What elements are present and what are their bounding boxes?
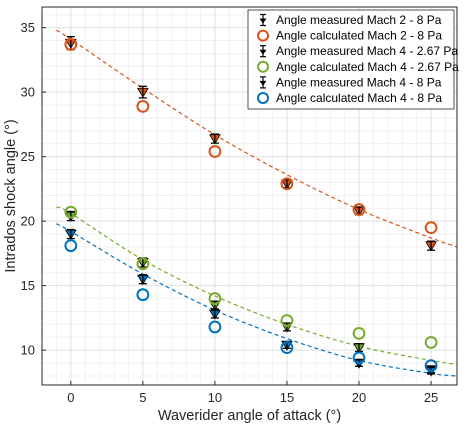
y-axis-label: Intrados shock angle (°) <box>3 119 19 272</box>
legend: Angle measured Mach 2 - 8 Pa Angle calcul… <box>247 9 459 110</box>
axes-frame <box>41 6 458 386</box>
legend-label: Angle calculated Mach 2 - 8 Pa <box>276 29 442 43</box>
calculated-point <box>136 257 150 271</box>
x-tick-label: 15 <box>280 390 294 405</box>
legend-entry: Angle measured Mach 4 - 8 Pa <box>259 75 442 89</box>
legend-label: Angle calculated Mach 4 - 8 Pa <box>276 91 442 105</box>
series-calculated <box>64 205 438 349</box>
fit-curve <box>56 29 457 248</box>
series-measured <box>64 36 437 252</box>
error-bar <box>66 228 75 240</box>
x-tick-label: 10 <box>208 390 222 405</box>
legend-entry: Angle measured Mach 4 - 2.67 Pa <box>259 44 458 58</box>
legend-box <box>247 9 455 110</box>
tick-labels: 0 5 10 15 20 25 10 15 20 25 30 35 <box>21 20 439 405</box>
fit-curve <box>56 206 457 365</box>
calculated-point <box>424 359 438 373</box>
calculated-point <box>208 145 222 158</box>
series-calculated <box>64 239 438 373</box>
x-tick-label: 0 <box>67 390 74 405</box>
calculated-point <box>280 314 294 327</box>
error-bar <box>210 133 219 144</box>
legend-label: Angle calculated Mach 4 - 2.67 Pa <box>276 60 459 74</box>
x-tick-label: 5 <box>139 390 146 405</box>
x-tick-label: 20 <box>352 390 366 405</box>
calculated-point <box>352 326 366 340</box>
calculated-point <box>352 203 366 216</box>
legend-label: Angle measured Mach 4 - 8 Pa <box>276 75 442 89</box>
error-bar <box>210 309 219 319</box>
y-tick-label: 10 <box>21 343 35 358</box>
y-tick-label: 15 <box>21 278 35 293</box>
calculated-point <box>136 288 150 302</box>
calculated-point <box>64 239 78 253</box>
legend-label: Angle measured Mach 4 - 2.67 Pa <box>276 44 458 58</box>
legend-label: Angle measured Mach 2 - 8 Pa <box>276 13 442 27</box>
series-calculated <box>64 38 438 235</box>
legend-entry: Angle measured Mach 2 - 8 Pa <box>259 13 442 27</box>
error-bar <box>355 343 364 353</box>
y-tick-label: 35 <box>21 20 35 35</box>
calculated-point <box>208 320 222 334</box>
error-bar <box>210 300 219 310</box>
legend-entry: Angle calculated Mach 4 - 8 Pa <box>257 91 442 105</box>
calculated-point <box>280 341 294 354</box>
error-bar <box>282 322 291 332</box>
legend-marker-calculated <box>257 29 269 42</box>
calculated-point <box>280 177 294 191</box>
legend-marker-calculated <box>257 92 269 104</box>
fit-curve <box>56 223 457 377</box>
legend-entry: Angle calculated Mach 2 - 8 Pa <box>257 29 442 43</box>
error-bar <box>138 85 147 99</box>
calculated-point <box>136 99 150 113</box>
calculated-point <box>64 205 78 219</box>
calculated-point <box>424 336 438 349</box>
calculated-point <box>352 351 366 365</box>
calculated-point <box>208 292 222 305</box>
legend-marker-calculated <box>257 60 269 73</box>
legend-entry: Angle calculated Mach 4 - 2.67 Pa <box>257 60 459 74</box>
y-tick-label: 20 <box>21 214 35 229</box>
error-bar <box>427 240 436 251</box>
error-bar <box>138 274 147 285</box>
calculated-point <box>424 221 438 235</box>
error-bar <box>66 210 75 222</box>
y-tick-label: 25 <box>21 149 35 164</box>
x-axis-label: Waverider angle of attack (°) <box>158 408 341 424</box>
y-tick-label: 30 <box>21 85 35 100</box>
data-markers <box>64 36 438 377</box>
calculated-point <box>64 38 78 51</box>
fit-curves <box>56 29 457 377</box>
x-tick-label: 25 <box>424 390 438 405</box>
